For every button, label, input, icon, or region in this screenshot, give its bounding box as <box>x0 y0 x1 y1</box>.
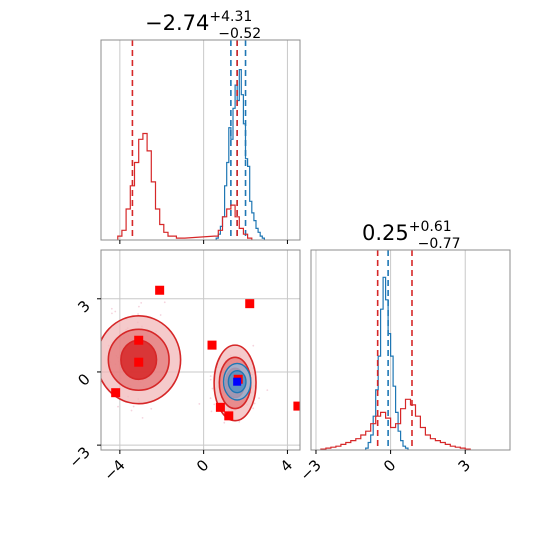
scatter-sample <box>211 387 214 390</box>
scatter-sample <box>213 403 216 406</box>
scatter-sample <box>198 403 201 405</box>
scatter-sample <box>238 420 241 423</box>
scatter-sample <box>209 378 212 381</box>
scatter-sample <box>132 405 135 408</box>
histogram-red <box>320 398 471 450</box>
x-tick-label: 4 <box>277 456 296 475</box>
x-tick-label: 0 <box>193 456 212 475</box>
red-marker <box>134 357 144 367</box>
scatter-sample <box>163 301 166 304</box>
scatter-sample <box>114 310 117 313</box>
scatter-sample <box>130 409 133 412</box>
red-marker <box>155 285 165 295</box>
marginal-histogram-param-2 <box>310 249 511 454</box>
scatter-sample <box>138 305 140 308</box>
red-marker <box>134 335 144 345</box>
red-marker <box>293 401 300 411</box>
scatter-sample <box>209 375 212 378</box>
scatter-sample <box>150 407 153 410</box>
scatter-sample <box>110 307 113 310</box>
y-tick-label: 0 <box>74 370 93 389</box>
x-tick-label: −3 <box>296 456 324 484</box>
scatter-sample <box>266 389 269 392</box>
scatter-sample <box>258 397 260 400</box>
x-tick-label: −4 <box>100 456 128 484</box>
axes-frame <box>310 249 511 451</box>
marginal-histogram-param-1 <box>100 39 301 244</box>
axes-frame <box>100 249 301 451</box>
x-tick-label: 3 <box>455 456 474 475</box>
scatter-sample <box>159 314 162 316</box>
red-marker <box>207 340 217 350</box>
scatter-sample <box>87 340 89 342</box>
x-tick-label: 0 <box>380 456 399 475</box>
histogram-red <box>117 132 253 240</box>
y-tick-label: −3 <box>65 443 93 471</box>
scatter-sample <box>223 421 226 424</box>
red-marker <box>224 411 234 421</box>
axes-frame <box>100 39 301 241</box>
blue-marker <box>233 377 242 386</box>
scatter-sample <box>111 312 113 315</box>
scatter-sample <box>252 344 255 347</box>
y-tick-label: 3 <box>74 297 93 316</box>
red-marker <box>111 388 121 398</box>
scatter-sample <box>141 416 144 419</box>
joint-contour-panel <box>87 249 301 454</box>
scatter-sample <box>209 397 212 400</box>
scatter-sample <box>137 313 139 315</box>
scatter-sample <box>210 410 213 413</box>
scatter-sample <box>253 402 256 405</box>
title-param-2: 0.25+0.61 −0.77 <box>362 219 461 252</box>
title-param-1: −2.74+4.31 −0.52 <box>145 9 261 42</box>
red-marker <box>245 299 255 309</box>
scatter-sample <box>99 405 101 407</box>
scatter-sample <box>252 407 255 410</box>
scatter-sample <box>140 301 143 304</box>
red-marker <box>215 402 225 412</box>
histogram-blue <box>215 69 265 240</box>
histogram-blue <box>365 276 409 450</box>
scatter-sample <box>117 405 119 408</box>
